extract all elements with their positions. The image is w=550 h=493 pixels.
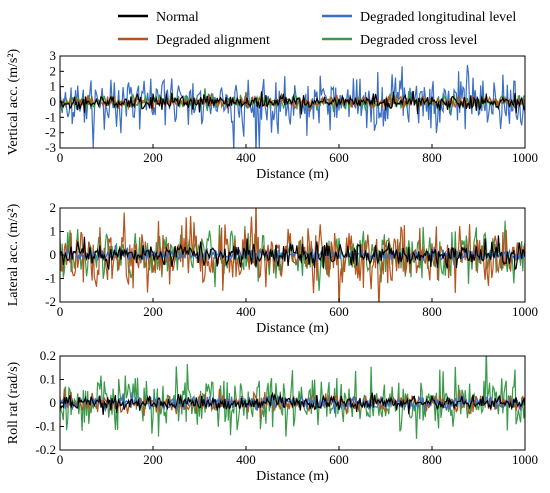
- series-degraded-cross-level: [60, 356, 525, 439]
- legend-label-degraded-cross-level: Degraded cross level: [360, 33, 478, 48]
- x-tick-label: 800: [422, 150, 442, 165]
- series-degraded-longitudinal-level: [60, 64, 525, 148]
- y-tick-label: 0: [50, 94, 57, 109]
- x-tick-label: 200: [143, 452, 163, 467]
- y-tick-label: 1: [50, 79, 57, 94]
- legend-label-degraded-alignment: Degraded alignment: [156, 33, 270, 48]
- chart-panel-3: 0 200 400 600 800 1000 -0.2 -0.1 0 0.1 0.2 Distance…: [6, 348, 538, 484]
- y-tick-label: -3: [45, 140, 56, 155]
- chart-panel-2: 0 200 400 600 800 1000 -2 -1 0 1 2 Distance (m) Late…: [6, 200, 538, 336]
- y-axis-label: Vertical acc. (m/s²): [6, 48, 21, 155]
- x-tick-label: 1000: [512, 452, 538, 467]
- x-tick-label: 1000: [512, 150, 538, 165]
- series-degraded-alignment: [60, 208, 525, 302]
- y-tick-label: 2: [50, 63, 57, 78]
- x-tick-label: 0: [57, 304, 64, 319]
- series-group: [60, 208, 525, 302]
- legend-label-normal: Normal: [156, 10, 199, 25]
- x-tick-label: 400: [236, 304, 256, 319]
- x-tick-label: 400: [236, 150, 256, 165]
- legend-item-normal: Normal: [118, 10, 199, 25]
- y-tick-label: -0.1: [35, 419, 56, 434]
- x-tick-label: 800: [422, 304, 442, 319]
- legend-label-degraded-longitudinal: Degraded longitudinal level: [360, 10, 516, 25]
- y-tick-label: -2: [45, 125, 56, 140]
- x-tick-label: 600: [329, 452, 349, 467]
- x-tick-label: 800: [422, 452, 442, 467]
- x-tick-label: 0: [57, 452, 64, 467]
- x-axis-label: Distance (m): [256, 469, 329, 484]
- legend-item-degraded-alignment: Degraded alignment: [118, 33, 270, 48]
- x-tick-label: 200: [143, 304, 163, 319]
- y-tick-label: 1: [50, 224, 57, 239]
- y-axis-label: Roll rat (rad/s): [6, 361, 21, 444]
- y-tick-label: -1: [45, 271, 56, 286]
- series-normal: [60, 235, 525, 271]
- y-tick-label: 0.2: [40, 348, 56, 363]
- series-degraded-longitudinal-level: [60, 392, 525, 414]
- y-tick-label: -1: [45, 109, 56, 124]
- series-normal: [60, 391, 525, 415]
- y-tick-label: -0.2: [35, 442, 56, 457]
- y-tick-label: 0.1: [40, 372, 56, 387]
- x-tick-label: 200: [143, 150, 163, 165]
- legend: Normal Degraded alignment Degraded longi…: [118, 10, 516, 48]
- legend-item-degraded-longitudinal: Degraded longitudinal level: [322, 10, 516, 25]
- y-tick-label: -2: [45, 294, 56, 309]
- x-tick-label: 1000: [512, 304, 538, 319]
- y-axis-label: Lateral acc. (m/s²): [6, 203, 21, 306]
- x-tick-label: 600: [329, 150, 349, 165]
- series-normal: [60, 90, 525, 115]
- series-group: [60, 64, 525, 148]
- series-group: [60, 356, 525, 439]
- y-tick-label: 0: [50, 247, 57, 262]
- x-axis-label: Distance (m): [256, 167, 329, 182]
- y-tick-label: 2: [50, 200, 57, 215]
- x-tick-label: 400: [236, 452, 256, 467]
- legend-item-degraded-cross-level: Degraded cross level: [322, 33, 478, 48]
- x-axis-label: Distance (m): [256, 321, 329, 336]
- x-tick-label: 600: [329, 304, 349, 319]
- y-tick-label: 3: [50, 48, 57, 63]
- y-tick-label: 0: [50, 395, 57, 410]
- x-tick-label: 0: [57, 150, 64, 165]
